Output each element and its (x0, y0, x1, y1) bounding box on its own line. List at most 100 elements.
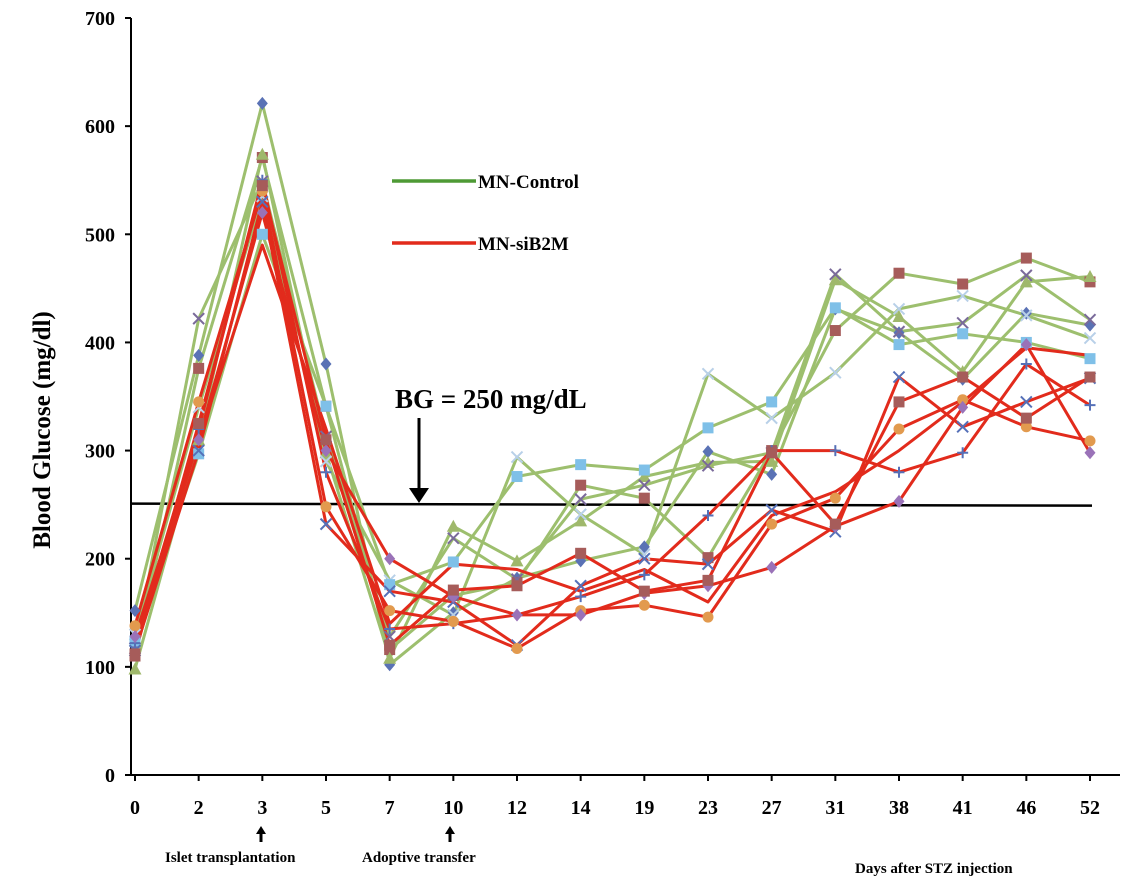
data-point-control (1020, 309, 1033, 322)
data-point-siB2M (320, 501, 332, 513)
data-point-control (638, 492, 650, 504)
data-point-control (956, 289, 969, 303)
data-point-control (957, 328, 969, 340)
x-tick-label: 10 (443, 797, 463, 819)
data-point-control (128, 662, 142, 675)
data-point-control (893, 267, 905, 279)
data-point-siB2M (384, 552, 396, 566)
x-ticks: 0 2 3 5 7 10 12 14 19 23 27 31 38 41 46 52 (130, 775, 1100, 819)
x-tick-label: 3 (257, 797, 267, 819)
data-point-siB2M (1020, 358, 1032, 370)
data-point-siB2M (829, 518, 841, 530)
islet-arrow-icon (256, 826, 266, 842)
data-point-control (1083, 331, 1097, 345)
series-layer (128, 96, 1097, 675)
data-point-siB2M (193, 396, 205, 408)
data-point-control (956, 316, 969, 330)
annotation-islet-transplantation: Islet transplantation (165, 850, 296, 866)
data-point-control (511, 471, 523, 483)
data-point-control (320, 357, 332, 371)
threshold-line (130, 502, 1093, 507)
data-point-siB2M (638, 599, 650, 611)
data-point-control (193, 362, 205, 374)
data-point-siB2M (1020, 421, 1032, 433)
data-point-siB2M (766, 518, 778, 530)
data-point-control (193, 448, 205, 460)
y-ticks: 0 100 200 300 400 500 600 700 (85, 8, 131, 787)
data-point-siB2M (702, 574, 714, 586)
x-tick-label: 19 (634, 797, 654, 819)
data-point-siB2M (129, 648, 141, 660)
x-tick-label: 23 (698, 797, 718, 819)
annotation-adoptive-transfer: Adoptive transfer (362, 850, 476, 866)
data-point-siB2M (447, 584, 459, 596)
data-point-control (701, 459, 715, 472)
data-point-control (255, 147, 269, 160)
data-point-siB2M (511, 608, 523, 622)
data-point-control (319, 455, 333, 468)
data-point-control (129, 604, 141, 618)
data-point-siB2M (1084, 399, 1096, 411)
data-point-siB2M (1020, 395, 1033, 409)
data-point-siB2M (319, 517, 333, 531)
x-tick-label: 31 (825, 797, 845, 819)
data-point-control (320, 400, 332, 412)
data-point-siB2M (320, 434, 332, 446)
data-point-siB2M (383, 584, 396, 598)
data-point-siB2M (1084, 435, 1096, 447)
data-point-siB2M (511, 580, 523, 592)
data-point-control (1084, 353, 1096, 365)
data-point-control (702, 422, 714, 434)
data-point-siB2M (893, 494, 905, 508)
data-point-control (575, 479, 587, 491)
data-point-control (1020, 306, 1032, 320)
x-tick-label: 5 (321, 797, 331, 819)
data-point-siB2M (256, 195, 269, 209)
data-point-control (638, 548, 651, 561)
data-point-siB2M (638, 585, 650, 597)
series-line-control (133, 152, 1091, 670)
data-point-siB2M (766, 447, 778, 459)
y-axis-title: Blood Glucose (mg/dl) (29, 311, 56, 549)
data-point-siB2M (1020, 412, 1032, 424)
data-point-control (766, 467, 778, 481)
series-line-siB2M (133, 189, 1091, 650)
adoptive-arrow-icon (445, 826, 455, 842)
data-point-control (1020, 269, 1033, 282)
data-point-siB2M (447, 615, 459, 627)
legend-label-sib2m: MN-siB2M (478, 234, 569, 255)
data-point-control (1083, 313, 1097, 326)
data-point-siB2M (892, 370, 906, 384)
data-point-control (701, 367, 715, 380)
data-point-siB2M (957, 400, 969, 414)
data-point-siB2M (829, 445, 841, 457)
data-point-control (893, 339, 905, 351)
data-point-control (702, 552, 714, 564)
x-tick-label: 38 (889, 797, 909, 819)
data-point-control (892, 325, 906, 338)
data-point-control (829, 268, 842, 281)
y-tick-label: 700 (85, 8, 115, 30)
data-point-siB2M (320, 466, 332, 478)
data-point-siB2M (256, 206, 268, 220)
data-point-control (256, 96, 268, 110)
data-point-siB2M (1084, 446, 1096, 460)
data-point-control (510, 554, 524, 567)
data-point-control (1020, 252, 1032, 264)
data-point-siB2M (893, 466, 905, 478)
threshold-label: BG = 250 mg/dL (395, 384, 587, 414)
data-point-siB2M (575, 608, 587, 622)
legend: MN-Control MN-siB2M (392, 172, 579, 255)
data-point-control (256, 228, 268, 240)
data-point-control (383, 651, 397, 664)
data-point-control (892, 309, 906, 322)
data-point-siB2M (574, 579, 587, 592)
data-point-control (638, 478, 651, 492)
data-point-control (1019, 275, 1033, 288)
x-tick-label: 0 (130, 797, 140, 819)
x-tick-label: 12 (507, 797, 527, 819)
data-point-control (384, 579, 396, 591)
legend-label-control: MN-Control (478, 172, 579, 193)
x-tick-label: 27 (762, 797, 782, 819)
data-point-siB2M (193, 418, 205, 430)
